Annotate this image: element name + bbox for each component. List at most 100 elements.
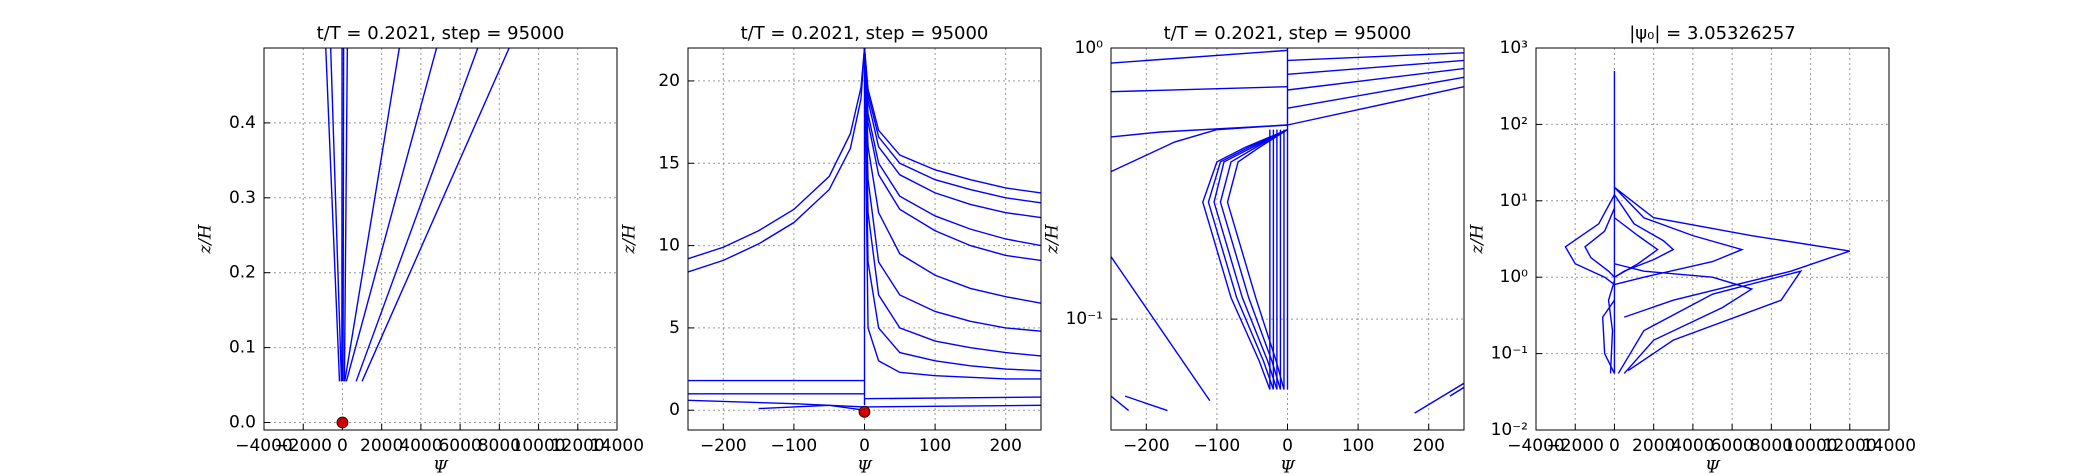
y-tick-label: 10 — [658, 236, 680, 256]
x-tick-label: 200 — [1412, 436, 1444, 456]
curve — [1607, 280, 1616, 374]
plot-area — [688, 48, 1041, 411]
curve — [1124, 395, 1168, 412]
axes-frame — [263, 47, 618, 431]
x-tick-label: −100 — [1194, 436, 1241, 456]
axes-frame — [1535, 47, 1890, 431]
y-tick-label: 5 — [669, 318, 680, 338]
x-tick-label: −200 — [700, 436, 747, 456]
x-tick-label: −2000 — [1546, 436, 1604, 456]
curve — [355, 48, 479, 382]
curve — [1111, 85, 1288, 93]
curve — [863, 48, 1041, 357]
curve — [343, 48, 349, 382]
x-tick-label: 200 — [989, 436, 1021, 456]
curve — [345, 48, 438, 382]
x-tick-label: 100 — [1342, 436, 1374, 456]
curve — [1287, 52, 1464, 62]
curve — [1449, 386, 1464, 397]
curve — [688, 399, 865, 408]
curve — [1564, 194, 1616, 286]
x-tick-label: 0 — [1609, 436, 1620, 456]
x-tick-label: 0 — [1282, 436, 1293, 456]
curve — [1414, 382, 1464, 414]
curve — [329, 48, 343, 382]
curve — [863, 48, 1041, 372]
curve — [1614, 263, 1754, 374]
y-tick-label: 10³ — [1500, 38, 1528, 58]
x-tick-label: 6000 — [1710, 436, 1753, 456]
x-tick-label: 6000 — [438, 436, 481, 456]
x-tick-label: 10000 — [1784, 436, 1838, 456]
marker — [336, 416, 349, 429]
curve — [1287, 59, 1464, 75]
chart-title: |ψ₀| = 3.05326257 — [1629, 23, 1796, 44]
curve — [1287, 85, 1464, 126]
curve — [863, 48, 1041, 194]
x-tick-label: 12000 — [551, 436, 605, 456]
x-axis-label: Ψ — [1705, 458, 1721, 475]
panel: −4000−2000 0 20004000600080001000012000140… — [1468, 23, 1917, 475]
curve — [688, 48, 866, 273]
x-tick-label: 2000 — [1632, 436, 1675, 456]
x-tick-label: 0 — [337, 436, 348, 456]
y-axis-label: z/H — [1468, 223, 1488, 255]
y-tick-label: 10² — [1500, 114, 1528, 134]
x-tick-label: 10000 — [512, 436, 566, 456]
curve — [758, 404, 865, 411]
curve — [325, 48, 341, 382]
curve — [342, 48, 345, 382]
x-tick-label: −4000 — [1507, 436, 1565, 456]
curve — [1614, 186, 1851, 318]
x-axis-label: Ψ — [857, 458, 873, 475]
curve — [344, 48, 401, 382]
y-tick-label: 0.4 — [229, 113, 256, 133]
curve — [1202, 128, 1288, 390]
x-tick-label: 14000 — [1862, 436, 1916, 456]
x-tick-label: −100 — [771, 436, 818, 456]
curve — [688, 48, 866, 260]
x-tick-label: 2000 — [360, 436, 403, 456]
curve — [1614, 217, 1659, 278]
curve — [1287, 67, 1464, 91]
chart-title: t/T = 0.2021, step = 95000 — [741, 23, 989, 44]
y-tick-label: 10⁰ — [1075, 38, 1104, 58]
curve — [864, 396, 1041, 400]
y-axis-label: z/H — [196, 223, 216, 255]
y-tick-label: 15 — [658, 153, 680, 173]
chart-title: t/T = 0.2021, step = 95000 — [317, 23, 565, 44]
y-tick-label: 0.2 — [229, 263, 256, 283]
curve — [1213, 128, 1288, 390]
curve — [1613, 194, 1675, 278]
x-tick-label: −4000 — [235, 436, 293, 456]
curve — [1111, 124, 1288, 173]
x-tick-label: 12000 — [1823, 436, 1877, 456]
curve — [863, 48, 1041, 304]
axes-frame — [687, 47, 1042, 431]
curve — [1226, 129, 1288, 390]
y-tick-label: 0.1 — [229, 338, 256, 358]
curve — [1613, 186, 1745, 286]
plot-area — [1564, 71, 1851, 374]
x-tick-label: 4000 — [399, 436, 442, 456]
chart-title: t/T = 0.2021, step = 95000 — [1164, 23, 1412, 44]
panel: −200 −100 0 100 200 10⁻¹ 10⁰ t/T = 0.2021, step… — [1043, 23, 1465, 475]
x-tick-label: 8000 — [1750, 436, 1793, 456]
panel: −200 −100 0 100 200 0 5 10 15 20 t/T = 0.2021, ste… — [620, 23, 1042, 475]
axes-frame — [1110, 47, 1465, 431]
y-tick-label: 20 — [658, 71, 680, 91]
y-tick-label: 0.3 — [229, 188, 256, 208]
curve — [863, 48, 1041, 219]
y-axis-label: z/H — [1043, 223, 1063, 255]
curve — [864, 404, 1041, 408]
y-tick-label: 10⁰ — [1500, 267, 1529, 287]
x-axis-label: Ψ — [433, 458, 449, 475]
curve — [1601, 299, 1616, 374]
curve — [863, 48, 1041, 262]
y-axis-label: z/H — [620, 223, 640, 255]
curve — [1617, 270, 1803, 374]
x-tick-label: −2000 — [274, 436, 332, 456]
curve — [1287, 76, 1464, 109]
y-tick-label: 10⁻¹ — [1066, 309, 1103, 329]
